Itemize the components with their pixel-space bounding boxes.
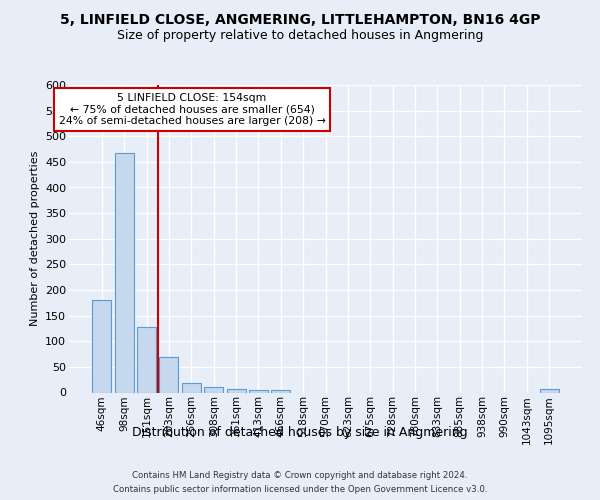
Bar — [204, 387, 223, 392]
Y-axis label: Number of detached properties: Number of detached properties — [29, 151, 40, 326]
Text: Distribution of detached houses by size in Angmering: Distribution of detached houses by size … — [132, 426, 468, 439]
Bar — [137, 328, 156, 392]
Bar — [160, 356, 178, 392]
Bar — [182, 384, 201, 392]
Bar — [539, 390, 559, 392]
Text: 5, LINFIELD CLOSE, ANGMERING, LITTLEHAMPTON, BN16 4GP: 5, LINFIELD CLOSE, ANGMERING, LITTLEHAMP… — [60, 12, 540, 26]
Text: Size of property relative to detached houses in Angmering: Size of property relative to detached ho… — [117, 29, 483, 42]
Bar — [115, 152, 134, 392]
Bar — [92, 300, 112, 392]
Text: Contains public sector information licensed under the Open Government Licence v3: Contains public sector information licen… — [113, 484, 487, 494]
Text: Contains HM Land Registry data © Crown copyright and database right 2024.: Contains HM Land Registry data © Crown c… — [132, 472, 468, 480]
Text: 5 LINFIELD CLOSE: 154sqm
← 75% of detached houses are smaller (654)
24% of semi-: 5 LINFIELD CLOSE: 154sqm ← 75% of detach… — [59, 92, 326, 126]
Bar — [249, 390, 268, 392]
Bar — [227, 389, 245, 392]
Bar — [271, 390, 290, 392]
